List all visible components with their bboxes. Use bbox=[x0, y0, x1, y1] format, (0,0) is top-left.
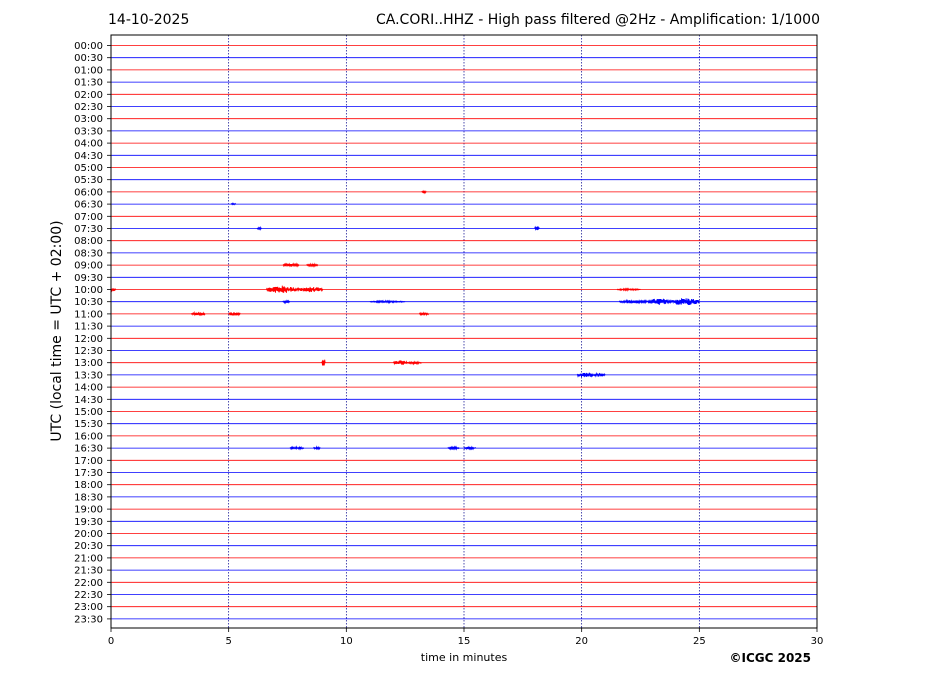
y-tick-label: 19:00 bbox=[74, 505, 103, 516]
y-tick-label: 17:00 bbox=[74, 456, 103, 467]
y-tick-label: 21:30 bbox=[74, 566, 103, 577]
y-tick-label: 11:30 bbox=[74, 322, 103, 333]
y-tick-label: 05:30 bbox=[74, 175, 103, 186]
y-tick-label: 08:30 bbox=[74, 248, 103, 259]
x-tick-label: 25 bbox=[693, 636, 706, 647]
seismic-event bbox=[670, 298, 700, 305]
x-axis-label: time in minutes bbox=[420, 651, 508, 664]
y-tick-label: 06:30 bbox=[74, 200, 103, 211]
seismic-event bbox=[616, 287, 641, 292]
y-tick-label: 16:00 bbox=[74, 431, 103, 442]
seismic-event bbox=[282, 299, 291, 305]
x-tick-label: 15 bbox=[458, 636, 471, 647]
y-axis-label: UTC (local time = UTC + 02:00) bbox=[49, 220, 65, 442]
y-tick-label: 19:30 bbox=[74, 517, 103, 528]
y-tick-label: 04:30 bbox=[74, 151, 103, 162]
y-tick-label: 17:30 bbox=[74, 468, 103, 479]
y-tick-label: 15:00 bbox=[74, 407, 103, 418]
y-tick-label: 03:00 bbox=[74, 114, 103, 125]
x-tick-label: 30 bbox=[811, 636, 824, 647]
seismic-event bbox=[306, 262, 319, 268]
y-tick-label: 04:00 bbox=[74, 139, 103, 150]
seismic-event bbox=[418, 311, 430, 317]
seismic-event bbox=[282, 262, 300, 268]
y-tick-label: 07:00 bbox=[74, 212, 103, 223]
chart-title: CA.CORI..HHZ - High pass filtered @2Hz -… bbox=[376, 12, 820, 28]
seismic-event bbox=[393, 360, 408, 366]
y-tick-label: 08:00 bbox=[74, 236, 103, 247]
y-tick-label: 07:30 bbox=[74, 224, 103, 235]
seismic-event bbox=[256, 225, 262, 231]
y-tick-label: 13:00 bbox=[74, 358, 103, 369]
seismic-event bbox=[534, 225, 540, 231]
y-tick-label: 12:30 bbox=[74, 346, 103, 357]
seismic-event bbox=[576, 372, 594, 378]
y-tick-label: 09:30 bbox=[74, 273, 103, 284]
y-tick-label: 16:30 bbox=[74, 444, 103, 455]
y-tick-label: 12:00 bbox=[74, 334, 103, 345]
y-tick-label: 01:30 bbox=[74, 78, 103, 89]
y-tick-label: 20:30 bbox=[74, 541, 103, 552]
y-tick-label: 05:00 bbox=[74, 163, 103, 174]
y-tick-label: 01:00 bbox=[74, 65, 103, 76]
y-tick-label: 22:30 bbox=[74, 590, 103, 601]
y-tick-label: 10:00 bbox=[74, 285, 103, 296]
y-tick-label: 10:30 bbox=[74, 297, 103, 308]
seismic-event bbox=[110, 287, 117, 293]
y-tick-label: 14:30 bbox=[74, 395, 103, 406]
y-tick-label: 09:00 bbox=[74, 261, 103, 272]
y-tick-label: 22:00 bbox=[74, 578, 103, 589]
seismic-event bbox=[463, 445, 477, 451]
seismic-event bbox=[228, 311, 241, 317]
seismic-event bbox=[618, 298, 649, 305]
seismic-event bbox=[190, 310, 206, 317]
y-tick-label: 06:00 bbox=[74, 187, 103, 198]
y-tick-label: 23:30 bbox=[74, 614, 103, 625]
y-tick-label: 18:30 bbox=[74, 492, 103, 503]
seismic-event bbox=[289, 445, 305, 451]
y-tick-label: 23:00 bbox=[74, 602, 103, 613]
y-tick-label: 20:00 bbox=[74, 529, 103, 540]
seismic-event bbox=[321, 359, 326, 366]
copyright-credit: ©ICGC 2025 bbox=[729, 651, 811, 665]
seismic-event bbox=[593, 371, 606, 378]
y-tick-label: 15:30 bbox=[74, 419, 103, 430]
y-tick-label: 02:30 bbox=[74, 102, 103, 113]
y-tick-label: 14:00 bbox=[74, 383, 103, 394]
seismic-event bbox=[647, 298, 672, 305]
y-tick-label: 13:30 bbox=[74, 370, 103, 381]
x-tick-label: 0 bbox=[108, 636, 114, 647]
seismic-event bbox=[313, 445, 321, 451]
y-tick-label: 00:30 bbox=[74, 53, 103, 64]
y-tick-label: 03:30 bbox=[74, 126, 103, 137]
x-tick-label: 5 bbox=[225, 636, 231, 647]
seismic-event bbox=[421, 189, 427, 195]
date-label: 14-10-2025 bbox=[108, 12, 190, 28]
x-tick-label: 10 bbox=[340, 636, 353, 647]
y-tick-label: 11:00 bbox=[74, 309, 103, 320]
y-tick-label: 00:00 bbox=[74, 41, 103, 52]
y-tick-label: 18:00 bbox=[74, 480, 103, 491]
y-tick-label: 02:00 bbox=[74, 90, 103, 101]
seismic-event bbox=[265, 285, 298, 293]
seismic-event bbox=[447, 445, 460, 451]
seismic-event bbox=[230, 202, 237, 206]
x-tick-label: 20 bbox=[575, 636, 588, 647]
seismic-event bbox=[296, 286, 324, 293]
y-tick-label: 21:00 bbox=[74, 553, 103, 564]
seismic-event bbox=[407, 360, 422, 366]
seismic-event bbox=[369, 299, 406, 305]
